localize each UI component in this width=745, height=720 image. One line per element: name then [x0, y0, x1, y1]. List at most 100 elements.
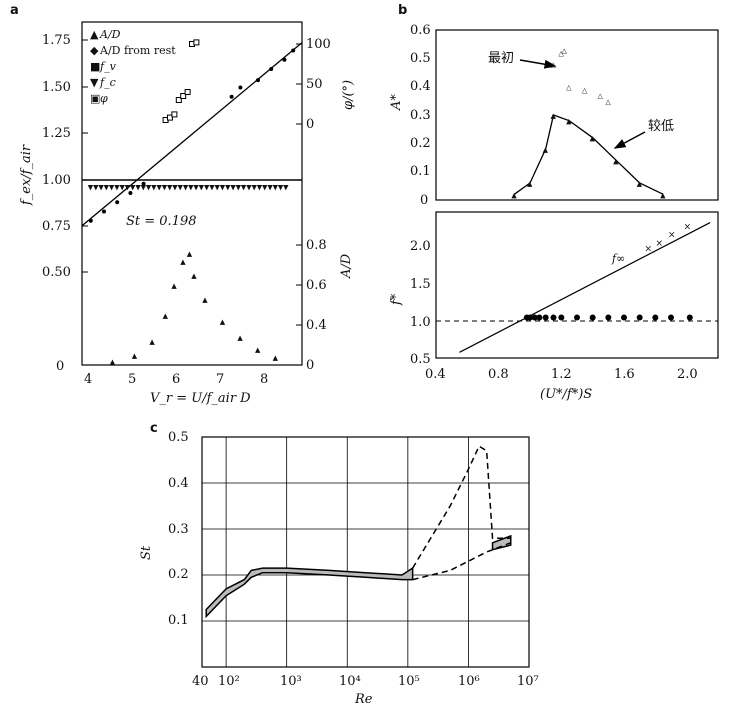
b-ytick-0: 0 [420, 193, 428, 208]
a-ytick-075: 0.75 [42, 219, 71, 234]
b-lower-point: ▲ [590, 135, 596, 143]
c-xlabel: Re [354, 692, 373, 707]
a-fc-point: ▼ [257, 184, 263, 192]
b-bottom-marks: ×××× [459, 222, 711, 353]
legend-marker-ad: ▲ [90, 28, 99, 41]
legend-marker-phi: ▣ [90, 92, 100, 105]
a-fc-point: ▼ [104, 184, 110, 192]
b-lockin-point [589, 314, 596, 321]
a-fv-point [256, 78, 260, 83]
a-fc-point: ▼ [278, 184, 284, 192]
a-fc-point: ▼ [162, 184, 168, 192]
a-xtick-7: 7 [216, 372, 224, 387]
c-marks [205, 445, 512, 619]
b-ytick-01: 0.1 [410, 164, 431, 179]
a-fv-point [238, 85, 243, 90]
b-ytick-05: 0.5 [410, 51, 431, 66]
b-ytick-06: 0.6 [410, 23, 431, 38]
b-lower-point: ▲ [543, 146, 549, 154]
a-phi-point [175, 97, 182, 103]
c-band-right [491, 534, 512, 551]
panel-c: 0.5 0.4 0.3 0.2 0.1 St 40 10² 10³ 10⁴ 10… [139, 430, 539, 707]
a-fv-point [282, 57, 287, 62]
b-ytick-02: 0.2 [410, 136, 431, 151]
a-phi-point [184, 89, 191, 95]
b-lockin-point [531, 314, 538, 321]
a-fc-point: ▼ [283, 184, 289, 192]
panel-b-top-frame [435, 29, 719, 201]
panel-b-top: 0.6 0.5 0.4 0.3 0.2 0.1 0 A* 最初 较低 △△△△ △… [389, 23, 719, 208]
a-ad-point: ▲ [163, 312, 169, 320]
c-ylabel: St [139, 545, 154, 560]
a-phi-point [171, 111, 178, 118]
b-lockin-point [542, 314, 549, 321]
a-fv-point [291, 48, 296, 53]
a-xtick-6: 6 [172, 372, 180, 387]
a-ad-point: ▲ [132, 352, 138, 360]
c-ytick-02: 0.2 [168, 567, 189, 582]
b-annot-initial: 最初 [488, 51, 514, 66]
b-cross-point: × [645, 245, 653, 255]
c-xtick-1e7: 10⁷ [517, 674, 539, 689]
b-lockin-point [527, 314, 533, 321]
b-lockin-point [668, 314, 674, 321]
a-fc-point: ▼ [130, 184, 136, 192]
a-ad-point: ▲ [220, 318, 226, 326]
b-cross-point: × [655, 239, 663, 249]
legend-marker-fv: ■ [90, 60, 100, 73]
a-fc-point: ▼ [178, 184, 184, 192]
b2-ytick-20: 2.0 [410, 239, 431, 254]
c-dash-lower [412, 542, 512, 581]
b-upper-point: △ [605, 98, 611, 106]
a-fc-point: ▼ [167, 184, 173, 192]
a-fc-point: ▼ [172, 184, 178, 192]
a-fc-point: ▼ [109, 184, 115, 192]
b-xtick-20: 2.0 [677, 367, 698, 382]
a-ylabel-right-top: φ/(°) [341, 80, 356, 110]
a-fc-point: ▼ [251, 184, 257, 192]
b-arrow-lower [613, 131, 646, 149]
c-band-main [205, 566, 414, 619]
b2-ytick-05: 0.5 [410, 352, 431, 367]
b-lower-point: ▲ [637, 180, 643, 188]
b-xtick-16: 1.6 [614, 367, 635, 382]
b-ytick-03: 0.3 [410, 108, 431, 123]
a-fc-point: ▼ [225, 184, 231, 192]
a-ytick-0: 0 [56, 359, 64, 374]
a-rtick-0b: 0 [306, 358, 314, 373]
a-rtick-08: 0.8 [306, 238, 327, 253]
c-grid [202, 437, 529, 667]
a-ad-point: ▲ [202, 296, 208, 304]
a-fc-point: ▼ [220, 184, 226, 192]
a-rtick-0: 0 [306, 117, 314, 132]
a-fc-point: ▼ [151, 184, 157, 192]
b-lockin-point [558, 314, 565, 321]
a-xtick-8: 8 [260, 372, 268, 387]
a-ad-point: ▲ [180, 258, 186, 266]
a-rtick-06: 0.6 [306, 278, 327, 293]
b-lockin-point [686, 314, 693, 321]
a-fc-point: ▼ [125, 184, 131, 192]
b-cross-point: × [684, 223, 692, 233]
c-ytick-01: 0.1 [168, 613, 189, 628]
a-ytick-050: 0.50 [42, 265, 71, 280]
a-fc-point: ▼ [141, 184, 147, 192]
b-upper-point: △ [551, 61, 557, 69]
legend-fv: f_v [99, 60, 117, 73]
a-xtick-4: 4 [84, 372, 92, 387]
a-fc-point: ▼ [119, 184, 125, 192]
b-cross-point: × [668, 231, 676, 241]
c-ytick-05: 0.5 [168, 430, 189, 445]
b-lower-point: ▲ [566, 118, 572, 126]
a-fc-point: ▼ [262, 184, 268, 192]
panel-a-frame [81, 21, 303, 366]
a-ytick-125: 1.25 [42, 126, 71, 141]
b-lower-curve [513, 114, 664, 195]
legend-marker-fc: ▼ [90, 76, 99, 89]
a-fc-point: ▼ [209, 184, 215, 192]
legend-phi: φ [100, 92, 108, 105]
b-upper-point: △ [558, 50, 564, 58]
b-ytick-04: 0.4 [410, 79, 431, 94]
a-fc-point: ▼ [246, 184, 252, 192]
